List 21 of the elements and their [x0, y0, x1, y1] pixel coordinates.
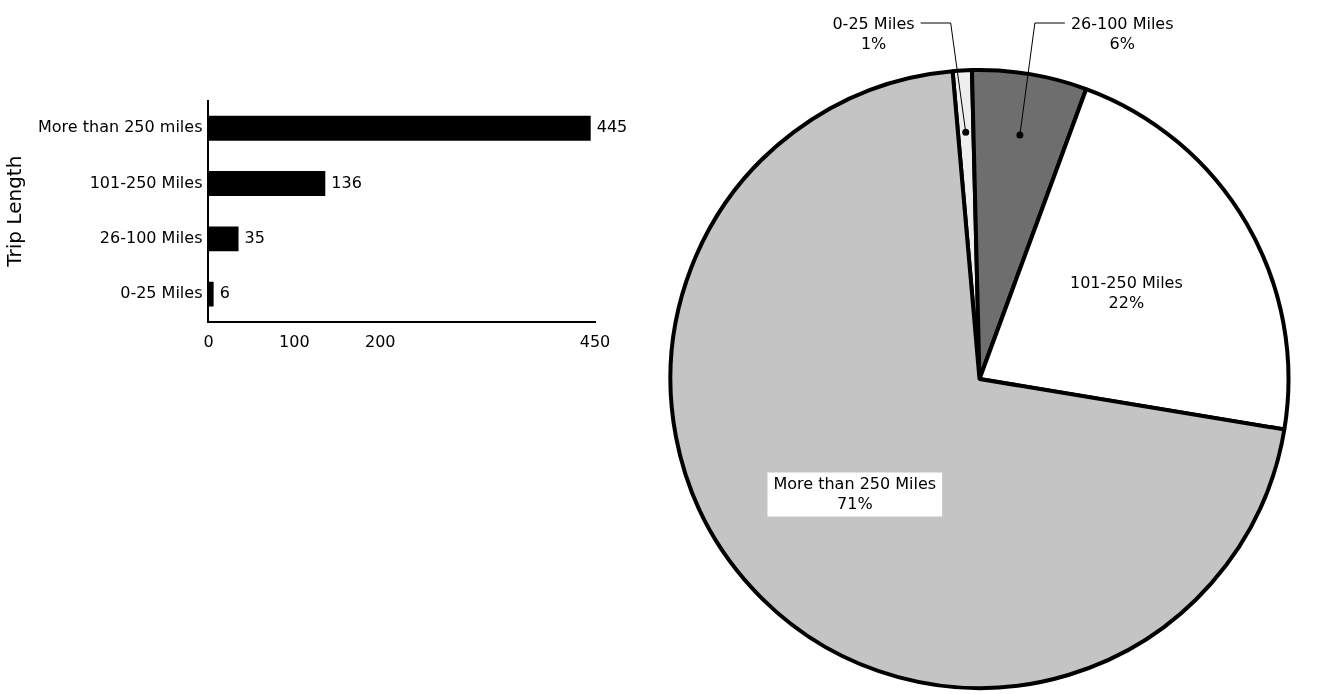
y-tick-label: 0-25 Miles [120, 283, 203, 303]
x-tick-label: 100 [279, 331, 310, 351]
data-label: 1% [860, 34, 887, 54]
data-label: 445 [596, 117, 628, 137]
slice-label: 26-100 Miles [1070, 14, 1174, 34]
data-label: 22% [1108, 292, 1145, 312]
y-axis-title: Trip Length [2, 155, 27, 268]
x-tick-label: 200 [364, 331, 396, 351]
y-tick-label: More than 250 miles [37, 117, 203, 137]
slice-label: 0-25 Miles [832, 14, 915, 34]
data-label: 136 [331, 172, 362, 192]
x-tick-label: 0 [203, 331, 214, 351]
slice-label: 101-250 Miles [1069, 272, 1183, 292]
slice-label: More than 250 Miles [773, 473, 937, 493]
data-label: 6% [1109, 34, 1135, 54]
y-tick-label: 101-250 Miles [89, 172, 203, 192]
data-label: 71% [837, 493, 873, 513]
data-label: 6 [219, 283, 230, 303]
data-label: 35 [244, 228, 265, 248]
x-tick-label: 450 [579, 331, 611, 351]
y-tick-label: 26-100 Miles [99, 228, 203, 248]
